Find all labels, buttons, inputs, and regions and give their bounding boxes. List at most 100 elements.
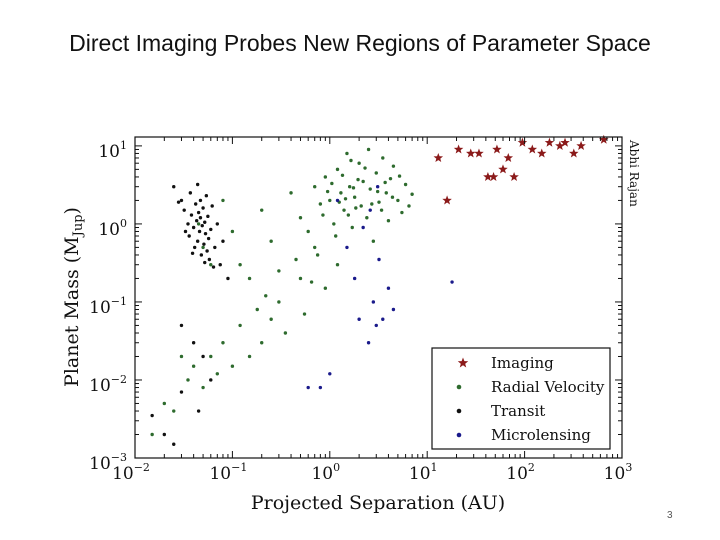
legend-marker-transit: [456, 408, 462, 414]
radial-velocity-point: [283, 331, 288, 335]
legend-label-transit: Transit: [491, 402, 545, 420]
transit-point: [192, 245, 197, 250]
microlensing-point: [368, 208, 372, 212]
radial-velocity-point: [298, 216, 303, 220]
legend-label-radial-velocity: Radial Velocity: [491, 378, 605, 396]
radial-velocity-point: [386, 218, 391, 223]
transit-point: [201, 206, 205, 210]
microlensing-point: [335, 198, 340, 203]
radial-velocity-point: [323, 175, 328, 179]
slide-number: 3: [667, 510, 673, 521]
radial-velocity-point: [351, 186, 356, 190]
y-axis-label-subscript: Jup: [71, 214, 86, 238]
radial-velocity-point: [352, 195, 357, 199]
radial-velocity-point: [260, 341, 264, 345]
radial-velocity-point: [340, 173, 345, 177]
microlensing-point: [386, 286, 391, 290]
radial-velocity-point: [255, 307, 259, 312]
radial-velocity-point: [339, 191, 343, 195]
radial-velocity-point: [179, 354, 184, 359]
imaging-point: [453, 144, 464, 154]
transit-point: [209, 378, 213, 382]
legend-item-transit: Transit: [456, 402, 545, 420]
x-tick-label: 103: [604, 461, 633, 484]
legend-label-imaging: Imaging: [491, 354, 554, 372]
radial-velocity-point: [379, 208, 384, 212]
transit-point: [195, 218, 199, 223]
radial-velocity-point: [363, 166, 367, 170]
y-tick-label: 101: [98, 139, 127, 162]
radial-velocity-point: [361, 179, 365, 184]
microlensing-point: [381, 317, 385, 321]
imaging-point: [498, 164, 508, 174]
transit-point: [182, 208, 186, 212]
radial-velocity-point: [388, 176, 393, 181]
radial-velocity-point: [407, 204, 411, 208]
microlensing-point: [361, 225, 365, 230]
transit-point: [198, 216, 203, 220]
x-tick-label-base: 10: [604, 464, 626, 484]
radial-velocity-point: [269, 317, 273, 321]
y-tick-label-base: 10: [89, 454, 111, 474]
microlensing-point: [352, 276, 357, 281]
x-tick-label-exponent: −1: [231, 461, 247, 474]
radial-velocity-point: [356, 177, 360, 182]
radial-velocity-point: [365, 216, 369, 220]
radial-velocity-point: [345, 151, 349, 156]
transit-point: [183, 229, 188, 234]
radial-velocity-point: [335, 167, 340, 172]
radial-velocity-point: [370, 202, 374, 206]
radial-velocity-point: [366, 147, 371, 152]
imaging-point: [517, 137, 528, 147]
y-tick-label-exponent: 0: [120, 217, 127, 230]
transit-point: [206, 214, 210, 219]
transit-point: [194, 202, 198, 206]
microlensing-point: [377, 257, 381, 262]
radial-velocity-point: [269, 239, 273, 243]
transit-point: [197, 229, 202, 234]
imaging-point: [483, 171, 493, 181]
microlensing-point: [374, 323, 378, 328]
x-tick-label-base: 10: [409, 464, 431, 484]
transit-point: [179, 198, 184, 203]
radial-velocity-point: [334, 234, 338, 238]
transit-point: [209, 227, 213, 232]
imaging-point: [555, 140, 565, 150]
radial-velocity-point: [186, 378, 190, 382]
transit-point: [188, 191, 193, 195]
x-tick-label-base: 10: [112, 464, 134, 484]
imaging-point: [509, 171, 519, 181]
legend-item-radial-velocity: Radial Velocity: [456, 378, 605, 396]
transit-point: [196, 409, 201, 413]
radial-velocity-point: [247, 276, 252, 281]
legend-label-microlensing: Microlensing: [491, 426, 591, 444]
radial-velocity-point: [191, 364, 196, 368]
imaging-point: [560, 137, 570, 147]
radial-velocity-point: [384, 191, 388, 195]
radial-velocity-point: [343, 197, 348, 201]
transit-point: [198, 198, 203, 203]
y-tick-label-exponent: −3: [111, 451, 127, 464]
x-tick-label-exponent: −2: [134, 461, 150, 474]
microlensing-point: [371, 300, 376, 304]
transit-point: [196, 210, 201, 215]
transit-point: [150, 413, 154, 418]
author-annotation: Abhi Rajan: [627, 139, 641, 207]
microlensing-point: [345, 245, 349, 250]
radial-velocity-point: [162, 401, 167, 406]
transit-point: [187, 234, 191, 238]
transit-point: [203, 260, 207, 265]
transit-point: [203, 220, 207, 224]
radial-velocity-point: [215, 372, 220, 376]
imaging-point: [442, 195, 452, 205]
microlensing-point: [306, 385, 310, 390]
y-axis-label-close: ): [61, 207, 83, 214]
imaging-point: [492, 144, 502, 154]
radial-velocity-point: [315, 253, 320, 257]
y-axis-label-main: Planet Mass (M: [61, 236, 83, 387]
radial-velocity-point: [359, 204, 363, 208]
radial-velocity-point: [354, 206, 358, 210]
radial-velocity-point: [396, 198, 400, 203]
